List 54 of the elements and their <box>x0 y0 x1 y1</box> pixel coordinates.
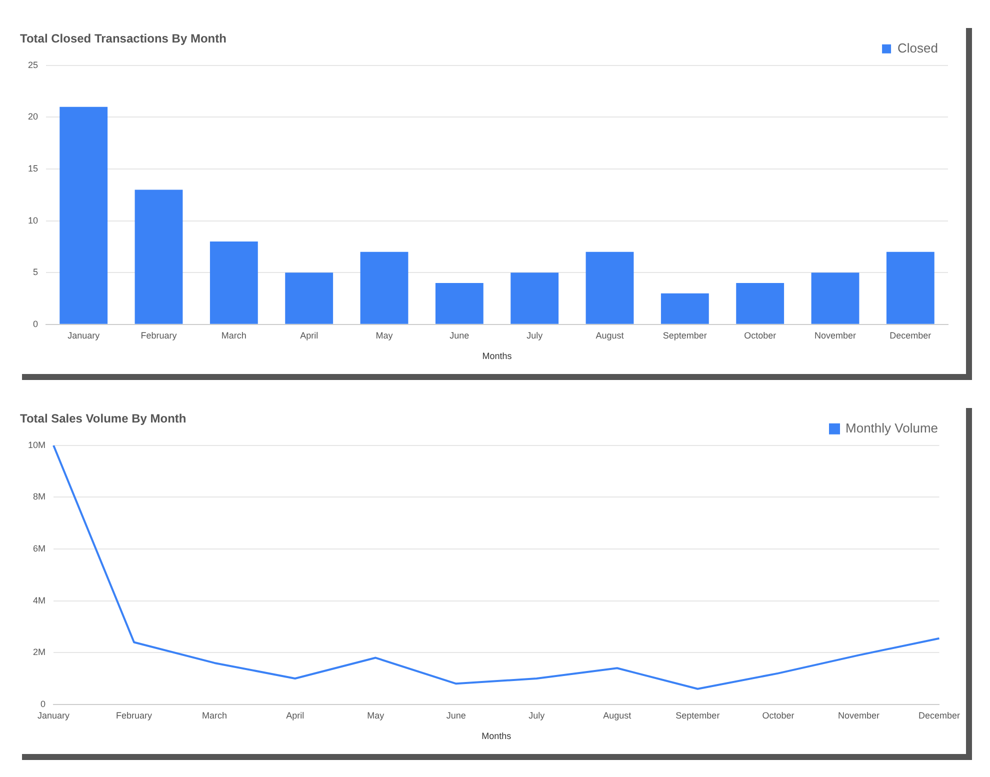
x-tick-label: June <box>446 710 466 720</box>
y-tick-label: 5 <box>32 267 38 278</box>
x-axis-title: Months <box>482 731 512 742</box>
x-tick-label: March <box>202 710 228 720</box>
bar <box>60 106 108 324</box>
legend-label: Closed <box>898 40 938 56</box>
bar <box>285 272 334 324</box>
x-tick-label: May <box>376 330 394 340</box>
x-tick-label: June <box>450 330 470 340</box>
x-tick-label: January <box>68 330 100 340</box>
y-tick-label: 20 <box>28 112 38 122</box>
bar <box>435 282 484 324</box>
y-tick-label: 25 <box>28 60 38 70</box>
y-tick-label: 15 <box>28 163 38 174</box>
x-tick-label: October <box>762 710 794 720</box>
x-tick-label: May <box>367 710 385 720</box>
bar <box>586 252 634 324</box>
y-tick-label: 6M <box>32 543 46 554</box>
legend-label: Monthly Volume <box>846 420 938 436</box>
x-tick-label: February <box>116 710 153 720</box>
bar <box>210 242 258 324</box>
y-tick-label: 4M <box>32 595 46 606</box>
bar <box>736 282 784 324</box>
chart-title: Total Closed Transactions By Month <box>20 32 226 46</box>
x-tick-label: October <box>744 330 776 340</box>
x-tick-label: August <box>596 330 624 340</box>
y-tick-label: 10M <box>28 440 46 450</box>
x-tick-label: August <box>603 710 632 720</box>
x-tick-label: November <box>814 330 856 340</box>
y-tick-label: 2M <box>32 647 46 658</box>
bar <box>360 252 408 324</box>
x-tick-label: September <box>676 710 720 720</box>
x-tick-label: July <box>526 330 544 340</box>
chart-title: Total Sales Volume By Month <box>20 412 186 426</box>
x-tick-label: April <box>300 330 318 340</box>
x-tick-label: July <box>528 710 546 720</box>
x-tick-label: March <box>221 330 246 340</box>
x-tick-label: November <box>838 710 880 720</box>
bar <box>886 252 934 324</box>
y-tick-label: 8M <box>32 492 46 502</box>
x-tick-label: September <box>662 330 707 340</box>
bar <box>134 190 183 324</box>
x-axis-title: Months <box>482 351 512 362</box>
x-tick-label: January <box>37 710 70 720</box>
y-tick-label: 0 <box>32 318 38 329</box>
bar <box>510 272 559 324</box>
x-tick-label: December <box>918 710 960 720</box>
bar <box>660 293 709 324</box>
y-tick-label: 0 <box>40 698 46 709</box>
x-tick-label: February <box>140 330 178 340</box>
x-tick-label: April <box>286 710 304 720</box>
x-tick-label: December <box>890 330 932 340</box>
bar <box>811 272 860 324</box>
y-tick-label: 10 <box>28 215 38 226</box>
